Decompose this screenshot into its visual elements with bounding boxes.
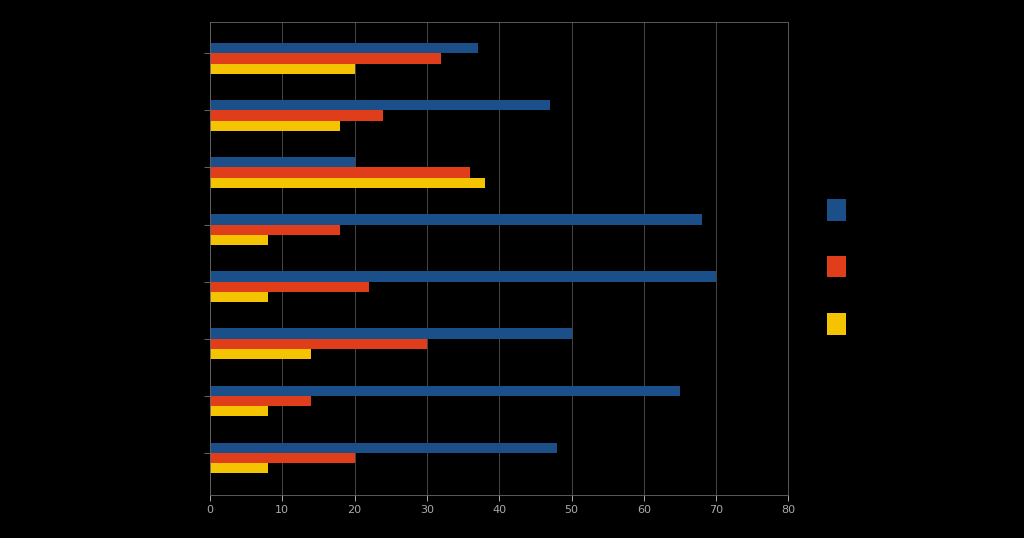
Bar [210, 396, 311, 406]
Bar [210, 292, 267, 302]
Bar [210, 157, 354, 167]
Bar [210, 349, 311, 359]
Bar [210, 63, 354, 74]
Bar [210, 453, 354, 463]
Bar [210, 178, 484, 188]
Bar [210, 386, 680, 396]
Bar [210, 110, 383, 121]
Bar [210, 463, 267, 473]
Bar [210, 167, 470, 178]
Bar [210, 339, 427, 349]
Bar [210, 53, 441, 63]
Bar [210, 235, 267, 245]
Bar [210, 282, 369, 292]
Bar [210, 406, 267, 416]
Bar [210, 43, 477, 53]
Bar [210, 271, 716, 282]
Bar [210, 100, 550, 110]
Bar [210, 214, 701, 224]
Bar [210, 121, 340, 131]
Bar [210, 443, 557, 453]
Bar [210, 224, 340, 235]
Bar [210, 329, 571, 339]
